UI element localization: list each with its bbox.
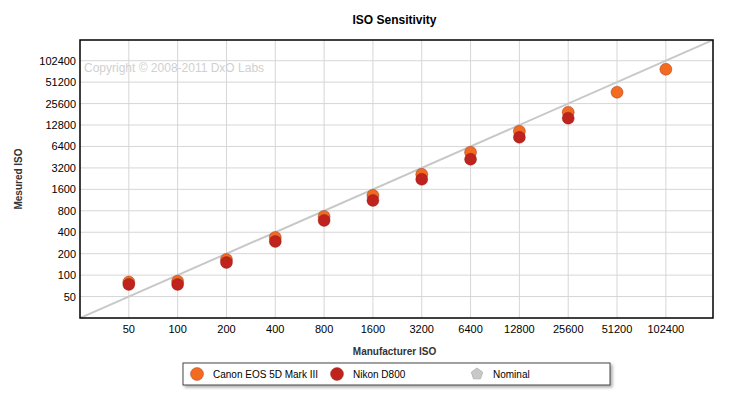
x-tick-label: 200 xyxy=(217,323,235,335)
y-tick-label: 100 xyxy=(58,269,76,281)
x-tick-label: 6400 xyxy=(458,323,482,335)
legend-box xyxy=(183,363,610,385)
y-grid-line xyxy=(80,146,713,147)
y-grid-line xyxy=(80,210,713,211)
data-point xyxy=(465,153,477,165)
y-tick-label: 3200 xyxy=(52,162,76,174)
plot-area xyxy=(80,40,713,318)
data-point xyxy=(269,235,281,247)
legend-marker xyxy=(331,368,344,381)
legend-label: Nominal xyxy=(493,369,530,380)
data-point xyxy=(513,131,525,143)
data-point xyxy=(318,214,330,226)
y-tick-label: 800 xyxy=(58,205,76,217)
x-tick-label: 800 xyxy=(315,323,333,335)
y-tick-label: 50 xyxy=(64,291,76,303)
x-tick-label: 1600 xyxy=(361,323,385,335)
x-tick-label: 12800 xyxy=(504,323,535,335)
y-axis-label: Mesured ISO xyxy=(13,148,24,209)
y-grid-line xyxy=(80,167,713,168)
x-tick-label: 25600 xyxy=(553,323,584,335)
data-point xyxy=(123,278,135,290)
x-tick-label: 102400 xyxy=(647,323,684,335)
y-grid-line xyxy=(80,232,713,233)
y-tick-label: 51200 xyxy=(45,76,76,88)
data-point xyxy=(172,278,184,290)
x-tick-label: 400 xyxy=(266,323,284,335)
x-axis-label: Manufacturer ISO xyxy=(353,346,437,357)
legend-marker xyxy=(191,368,204,381)
data-point xyxy=(660,63,672,75)
y-grid-line xyxy=(80,125,713,126)
x-tick-label: 3200 xyxy=(410,323,434,335)
nominal-line xyxy=(80,40,713,318)
y-tick-label: 6400 xyxy=(52,140,76,152)
data-point xyxy=(367,194,379,206)
y-grid-line xyxy=(80,296,713,297)
x-tick-label: 51200 xyxy=(602,323,633,335)
data-point xyxy=(220,257,232,269)
y-tick-label: 400 xyxy=(58,226,76,238)
data-point xyxy=(562,112,574,124)
y-grid-line xyxy=(80,253,713,254)
y-tick-label: 25600 xyxy=(45,98,76,110)
x-tick-label: 100 xyxy=(168,323,186,335)
copyright: Copyright © 2008-2011 DxO Labs xyxy=(84,61,264,75)
title: ISO Sensitivity xyxy=(352,13,436,27)
legend-label: Canon EOS 5D Mark III xyxy=(213,369,318,380)
y-grid-line xyxy=(80,103,713,104)
plot-frame xyxy=(80,40,713,318)
y-tick-label: 102400 xyxy=(39,55,76,67)
y-tick-label: 200 xyxy=(58,248,76,260)
data-group xyxy=(80,40,713,318)
y-tick-label: 1600 xyxy=(52,183,76,195)
y-grid-line xyxy=(80,189,713,190)
data-point xyxy=(611,86,623,98)
y-tick-label: 12800 xyxy=(45,119,76,131)
legend-label: Nikon D800 xyxy=(353,369,406,380)
legend-marker xyxy=(471,368,482,379)
data-point xyxy=(416,173,428,185)
x-tick-label: 50 xyxy=(123,323,135,335)
chart: ISO Sensitivity Copyright © 2008-2011 DxO… xyxy=(0,0,740,400)
